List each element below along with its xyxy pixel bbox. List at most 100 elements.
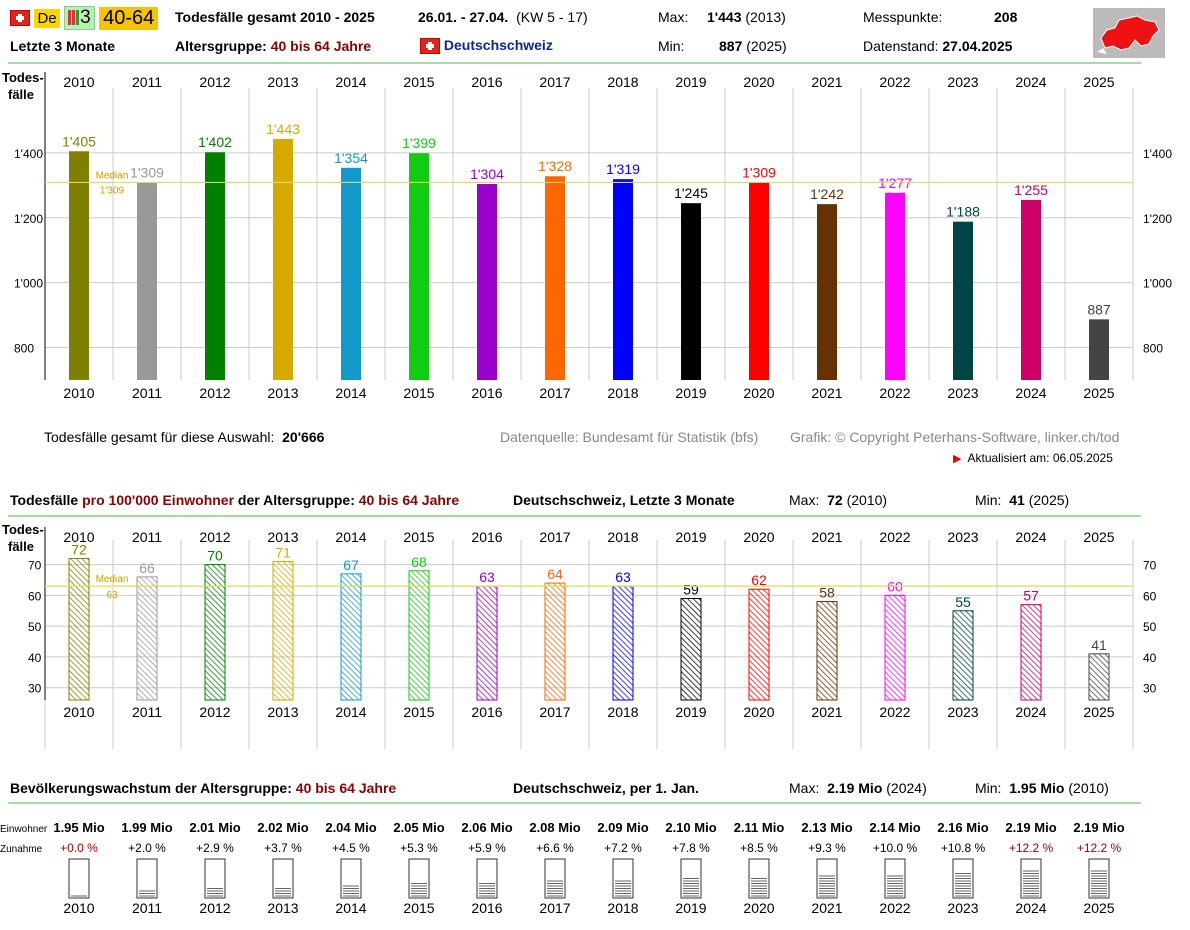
x-tick-label-top: 2014 — [335, 529, 366, 545]
x-tick-label-top: 2010 — [63, 529, 94, 545]
swiss-flag-icon — [10, 10, 30, 26]
x-tick-label-top: 2014 — [335, 74, 366, 90]
bar-value-label: 887 — [1087, 301, 1111, 317]
y-tick-label-right: 70 — [1143, 559, 1157, 573]
y-tick-label-right: 50 — [1143, 620, 1157, 634]
x-tick-label-top: 2022 — [879, 529, 910, 545]
bar-value-label: 72 — [71, 541, 87, 557]
section2-region: Deutschschweiz, Letzte 3 Monate — [513, 492, 735, 508]
growth-value: +5.9 % — [468, 841, 506, 855]
bar — [952, 610, 974, 701]
messpunkte-label: Messpunkte: — [863, 9, 943, 25]
y-tick-label-right: 1'200 — [1143, 212, 1172, 226]
growth-value: +5.3 % — [400, 841, 438, 855]
bar — [341, 167, 361, 380]
age-group[interactable]: Altersgruppe: 40 bis 64 Jahre — [175, 38, 372, 54]
x-tick-label: 2021 — [811, 385, 842, 401]
x-tick-label: 2020 — [743, 900, 774, 916]
section2-max: Max: 72 (2010) — [789, 492, 888, 508]
x-tick-label: 2021 — [811, 704, 842, 720]
age-badge[interactable]: 40-64 — [99, 6, 159, 30]
section3-max: Max: 2.19 Mio (2024) — [789, 780, 927, 796]
bar — [408, 570, 430, 701]
population-box — [204, 858, 226, 899]
x-tick-label: 2015 — [403, 385, 434, 401]
bar — [205, 152, 225, 380]
x-tick-label: 2023 — [947, 900, 978, 916]
x-tick-label: 2013 — [267, 704, 298, 720]
x-tick-label: 2014 — [335, 900, 366, 916]
x-tick-label-top: 2024 — [1015, 74, 1046, 90]
growth-value: +7.2 % — [604, 841, 642, 855]
x-tick-label: 2020 — [743, 385, 774, 401]
x-tick-label-top: 2018 — [607, 74, 638, 90]
population-value: 2.16 Mio — [937, 820, 988, 835]
region-selector[interactable]: Deutschschweiz — [420, 37, 553, 55]
median-value-label: 63 — [106, 590, 118, 601]
population-value: 2.09 Mio — [597, 820, 648, 835]
x-tick-label-top: 2021 — [811, 74, 842, 90]
bar — [69, 151, 89, 380]
bar-value-label: 68 — [411, 554, 427, 570]
growth-value: +3.7 % — [264, 841, 302, 855]
x-tick-label: 2020 — [743, 704, 774, 720]
y-axis-label: Todes- — [2, 522, 44, 537]
x-tick-label: 2017 — [539, 900, 570, 916]
total-deaths: Todesfälle gesamt für diese Auswahl: 20'… — [44, 429, 325, 445]
bar-value-label: 66 — [139, 560, 155, 576]
swiss-flag-icon — [420, 38, 440, 55]
x-tick-label-top: 2022 — [879, 74, 910, 90]
bar-value-label: 1'328 — [538, 158, 572, 174]
x-tick-label-top: 2024 — [1015, 529, 1046, 545]
bar — [409, 153, 429, 380]
x-tick-label-top: 2016 — [471, 529, 502, 545]
x-tick-label-top: 2013 — [267, 529, 298, 545]
section2-min: Min: 41 (2025) — [975, 492, 1070, 508]
population-value: 2.08 Mio — [529, 820, 580, 835]
months-badge[interactable]: 3 — [64, 6, 95, 30]
x-tick-label: 2023 — [947, 385, 978, 401]
growth-value: +4.5 % — [332, 841, 370, 855]
x-tick-label: 2017 — [539, 385, 570, 401]
population-value: 1.99 Mio — [121, 820, 172, 835]
section3-min: Min: 1.95 Mio (2010) — [975, 780, 1109, 796]
bar-value-label: 64 — [547, 566, 563, 582]
bar — [884, 594, 906, 701]
bar-value-label: 1'309 — [130, 164, 164, 180]
header-badges: De 3 40-64 — [10, 6, 159, 30]
x-tick-label: 2011 — [132, 900, 162, 916]
data-source: Datenquelle: Bundesamt für Statistik (bf… — [500, 429, 759, 445]
date-range: 26.01. - 27.04. (KW 5 - 17) — [418, 9, 588, 25]
population-value: 2.10 Mio — [665, 820, 716, 835]
x-tick-label: 2024 — [1015, 704, 1046, 720]
row-label-einwohner: Einwohner — [0, 824, 48, 835]
period-selector[interactable]: Letzte 3 Monate — [10, 38, 116, 54]
x-tick-label: 2019 — [675, 385, 706, 401]
min-value: 887 (2025) — [719, 38, 787, 54]
growth-value: +10.0 % — [873, 841, 918, 855]
x-tick-label: 2025 — [1083, 704, 1114, 720]
min-label: Min: — [658, 38, 685, 54]
copyright-link[interactable]: Grafik: © Copyright Peterhans-Software, … — [790, 429, 1120, 445]
growth-value: +8.5 % — [740, 841, 778, 855]
x-tick-label: 2019 — [675, 704, 706, 720]
population-box — [476, 858, 498, 899]
population-value: 2.04 Mio — [325, 820, 376, 835]
bar — [136, 576, 158, 701]
growth-value: +10.8 % — [941, 841, 986, 855]
x-tick-label: 2011 — [132, 704, 162, 720]
bar-value-label: 1'242 — [810, 186, 844, 202]
bar-value-label: 58 — [819, 585, 835, 601]
x-tick-label: 2018 — [607, 704, 638, 720]
bar-value-label: 41 — [1091, 637, 1107, 653]
switzerland-map-icon[interactable] — [1093, 8, 1165, 58]
language-badge[interactable]: De — [34, 8, 60, 28]
messpunkte-value: 208 — [994, 9, 1018, 25]
x-tick-label: 2021 — [811, 900, 842, 916]
growth-value: +9.3 % — [808, 841, 846, 855]
x-tick-label: 2022 — [879, 704, 910, 720]
bar — [1088, 653, 1110, 701]
x-tick-label-top: 2018 — [607, 529, 638, 545]
y-axis-label: fälle — [8, 539, 34, 554]
bar — [612, 585, 634, 701]
